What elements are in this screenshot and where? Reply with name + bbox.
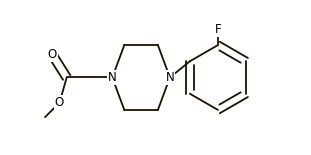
Text: N: N — [108, 71, 117, 84]
Text: O: O — [48, 48, 57, 61]
Text: F: F — [215, 23, 221, 36]
Text: O: O — [55, 96, 64, 109]
Text: N: N — [165, 71, 174, 84]
